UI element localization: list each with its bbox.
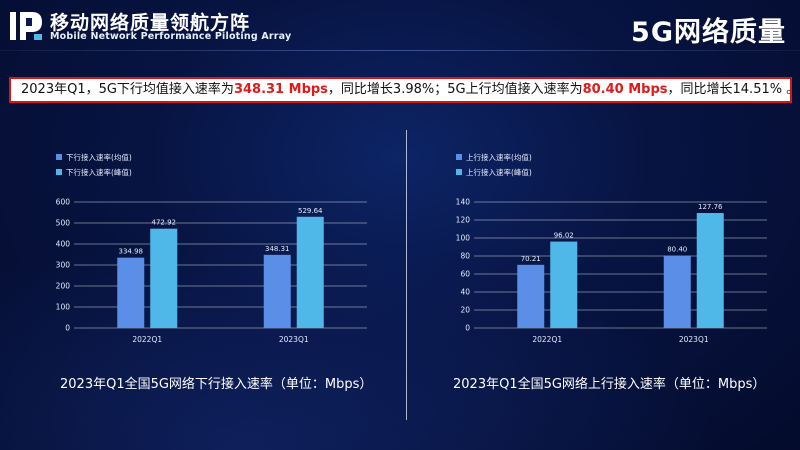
uplink-chart: 上行接入速率(均值) 上行接入速率(峰值) 0 20 40 60 80 100 120 140 70… [412,140,792,380]
bar [296,216,324,328]
page-title: 5G网络质量 [631,17,786,48]
summary-downlink-value: 348.31 Mbps [233,82,328,97]
y-tick-label: 200 [56,282,71,291]
bar [696,213,724,328]
data-label: 70.21 [521,255,541,263]
brand-logo-icon [10,12,42,40]
data-label: 529.64 [298,207,323,215]
bar [263,254,291,328]
y-tick-label: 100 [56,303,71,312]
legend-label: 下行接入速率(均值) [66,152,132,162]
legend-swatch [456,154,462,160]
chart-divider [406,130,407,420]
bar [117,257,145,328]
bar [517,264,545,328]
brand-name-cn: 移动网络质量领航方阵 [50,12,251,34]
chart-svg: 上行接入速率(均值) 上行接入速率(峰值) 0 20 40 60 80 100 120 140 70… [456,152,767,344]
summary-box: 2023年Q1，5G下行均值接入速率为348.31 Mbps，同比增长3.98%… [9,77,792,103]
summary-text-1: 2023年Q1，5G下行均值接入速率为 [21,82,234,97]
y-tick-label: 300 [56,261,71,270]
y-tick-label: 80 [460,252,470,261]
y-tick-label: 120 [456,216,471,225]
data-label: 127.76 [698,203,723,211]
legend-label: 下行接入速率(峰值) [66,167,132,177]
y-tick-label: 100 [456,234,471,243]
uplink-chart-caption: 2023年Q1全国5G网络上行接入速率（单位：Mbps） [453,377,766,392]
bar [663,255,691,328]
legend-label: 上行接入速率(均值) [466,152,532,162]
y-tick-label: 60 [460,270,470,279]
y-tick-label: 20 [460,306,470,315]
x-tick-label: 2022Q1 [532,335,562,344]
y-tick-label: 500 [56,219,71,228]
data-label: 348.31 [265,245,290,253]
y-tick-label: 0 [65,324,70,333]
data-label: 96.02 [554,232,574,240]
bar [150,228,178,328]
y-tick-label: 0 [465,324,470,333]
legend-swatch [456,169,462,175]
x-tick-label: 2023Q1 [679,335,709,344]
legend-label: 上行接入速率(峰值) [466,167,532,177]
legend-swatch [56,169,62,175]
summary-uplink-value: 80.40 Mbps [582,82,668,97]
data-label: 334.98 [119,248,144,256]
y-tick-label: 40 [460,288,470,297]
brand-name-en: Mobile Network Performance Piloting Arra… [50,31,292,42]
y-tick-label: 140 [456,198,471,207]
downlink-chart: 下行接入速率(均值) 下行接入速率(峰值) 0 100 200 300 400 500 600 3… [12,140,392,380]
bar [550,241,578,328]
x-tick-label: 2023Q1 [279,335,309,344]
summary-text-2: ，同比增长3.98%；5G上行均值接入速率为 [327,82,583,97]
x-tick-label: 2022Q1 [132,335,162,344]
y-tick-label: 600 [56,198,71,207]
summary-text-3: ，同比增长14.51% 。 [667,82,792,97]
legend-swatch [56,154,62,160]
header-divider [0,50,800,51]
downlink-chart-caption: 2023年Q1全国5G网络下行接入速率（单位：Mbps） [60,377,373,392]
data-label: 472.92 [152,219,177,227]
chart-svg: 下行接入速率(均值) 下行接入速率(峰值) 0 100 200 300 400 500 600 3… [56,152,367,344]
y-tick-label: 400 [56,240,71,249]
data-label: 80.40 [667,246,687,254]
